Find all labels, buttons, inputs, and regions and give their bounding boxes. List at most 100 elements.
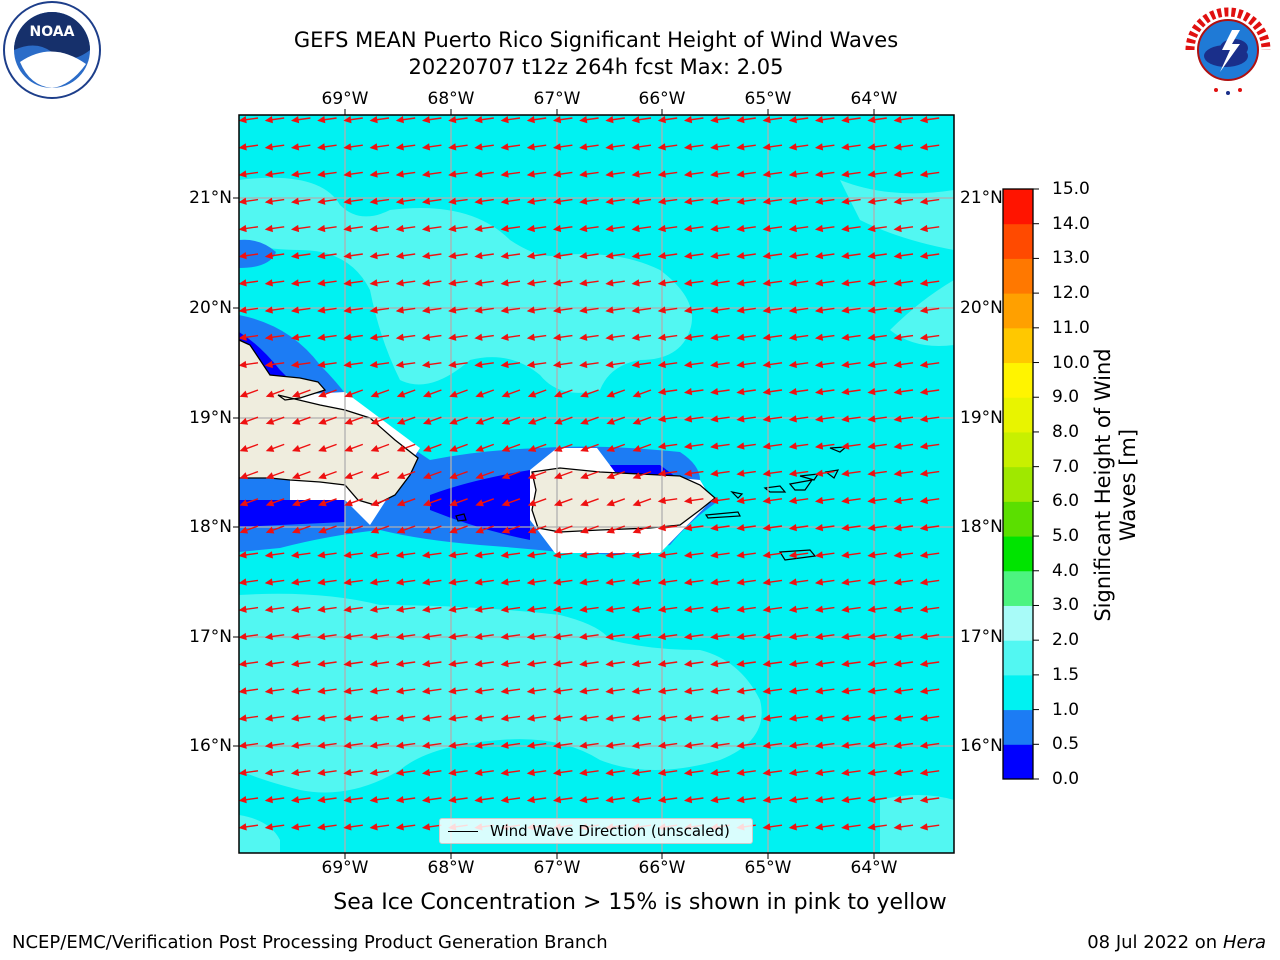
wind-wave-arrow-head [239, 714, 247, 722]
wind-wave-arrow-head [448, 605, 457, 613]
wind-wave-arrow-head [501, 417, 511, 425]
wind-wave-arrow-head [448, 224, 457, 233]
wind-wave-arrow-head [710, 741, 719, 749]
wind-wave-arrow-head [239, 472, 249, 480]
wind-wave-arrow-head [814, 116, 824, 124]
wind-wave-arrow-head [421, 768, 431, 777]
wind-wave-arrow-head [710, 197, 719, 205]
wind-wave-arrow-head [500, 116, 509, 124]
wind-wave-arrow-head [343, 605, 352, 613]
lat-label-left: 19°N [189, 408, 232, 428]
wind-wave-arrow-head [762, 333, 771, 341]
wind-wave-arrow-head [867, 469, 876, 477]
wind-wave-arrow-head [369, 578, 378, 586]
wind-wave-arrow-head [421, 333, 431, 341]
nws-logo [1176, 0, 1280, 104]
wind-wave-arrow-head [526, 578, 535, 586]
wind-wave-arrow-head [605, 224, 614, 233]
wind-wave-arrow-head [553, 472, 563, 480]
wind-wave-arrow-head [867, 252, 876, 260]
colorbar-tick-label: 1.0 [1052, 699, 1080, 720]
wind-wave-arrow-head [867, 442, 876, 450]
wind-wave-arrow-head [710, 605, 719, 613]
wind-wave-arrow-head [343, 823, 352, 831]
wind-wave-arrow-head [317, 714, 326, 722]
wind-wave-arrow-head [736, 415, 745, 423]
wind-wave-arrow-head [814, 442, 824, 450]
wind-wave-arrow-head [893, 768, 902, 777]
noaa-logo-text: NOAA [30, 24, 75, 40]
wind-wave-arrow-head [239, 252, 247, 260]
wind-wave-arrow-head [290, 551, 300, 559]
wind-wave-arrow-head [343, 687, 352, 695]
wind-wave-arrow-head [317, 306, 326, 314]
wind-wave-arrow-head [370, 417, 380, 425]
wind-wave-arrow-head [814, 632, 824, 641]
wind-wave-arrow-head [291, 417, 301, 425]
wind-wave-arrow-head [290, 143, 300, 151]
wind-wave-arrow-head [631, 279, 640, 287]
wind-wave-arrow-head [710, 578, 719, 586]
wind-wave-arrow-head [814, 224, 824, 233]
wind-wave-arrow-head [788, 224, 797, 233]
wind-wave-arrow-head [264, 143, 273, 151]
wind-wave-arrow-head [736, 632, 745, 641]
wind-wave-arrow-head [762, 496, 771, 505]
wind-wave-arrow-head [395, 116, 404, 124]
wind-wave-arrow-head [841, 415, 850, 423]
wind-wave-arrow-head [501, 499, 511, 507]
wind-wave-arrow-head [736, 170, 745, 178]
wind-wave-arrow-head [893, 442, 902, 450]
wind-wave-arrow-head [762, 632, 771, 641]
wind-wave-arrow-head [290, 333, 300, 341]
wind-wave-arrow-head [762, 551, 771, 559]
wind-wave-arrow-head [814, 252, 824, 260]
wind-wave-arrow-head [762, 279, 771, 287]
wind-wave-arrow-head [448, 660, 457, 668]
wind-wave-arrow-head [475, 445, 484, 452]
wind-wave-arrow-head [421, 306, 431, 314]
wind-wave-arrow-head [501, 445, 511, 452]
wind-wave-arrow-head [552, 687, 562, 695]
colorbar-segment [1003, 189, 1033, 225]
wind-wave-arrow-head [500, 796, 509, 804]
colorbar-tick-label: 15.0 [1052, 179, 1090, 199]
wind-wave-arrow-head [683, 224, 693, 233]
wind-wave-arrow-head [369, 197, 378, 205]
wind-wave-arrow-head [605, 360, 614, 369]
wind-wave-arrow-head [448, 279, 457, 287]
wind-wave-arrow-head [762, 388, 771, 396]
wind-wave-arrow-head [448, 360, 457, 369]
wind-wave-arrow-head [893, 551, 902, 559]
wind-wave-arrow-head [605, 306, 614, 314]
wind-wave-arrow-head [919, 714, 928, 722]
wind-wave-arrow-head [552, 741, 562, 749]
wind-wave-arrow-head [343, 116, 352, 124]
wind-wave-arrow-head [526, 605, 535, 613]
wind-wave-arrow-head [448, 197, 457, 205]
wind-wave-arrow-head [841, 632, 850, 641]
wind-wave-arrow-head [893, 524, 902, 532]
wind-wave-arrow-head [788, 442, 797, 450]
wind-wave-arrow-head [264, 224, 273, 233]
wind-wave-arrow-head [395, 279, 404, 287]
wind-wave-arrow-head [552, 252, 562, 260]
lat-label-right: 21°N [960, 188, 1003, 208]
colorbar-tick-label: 1.5 [1052, 664, 1080, 685]
wind-wave-arrow-head [290, 578, 300, 586]
wind-wave-arrow-head [553, 445, 563, 452]
wind-wave-arrow-head [474, 170, 483, 178]
wind-wave-arrow-head [762, 252, 771, 260]
wind-wave-arrow-head [422, 472, 432, 480]
wind-wave-arrow-head [449, 445, 458, 452]
map-title: GEFS MEAN Puerto Rico Significant Height… [293, 28, 899, 52]
wind-wave-arrow-head [841, 660, 850, 668]
wind-wave-arrow-head [579, 687, 588, 695]
colorbar-tick-label: 12.0 [1052, 283, 1090, 304]
wind-wave-arrow-head [788, 551, 797, 559]
wind-wave-arrow-head [762, 306, 771, 314]
wind-wave-arrow-head [290, 823, 300, 831]
wind-wave-arrow-head [814, 687, 824, 695]
wind-wave-arrow-head [814, 496, 824, 505]
wind-wave-arrow-head [500, 360, 509, 369]
